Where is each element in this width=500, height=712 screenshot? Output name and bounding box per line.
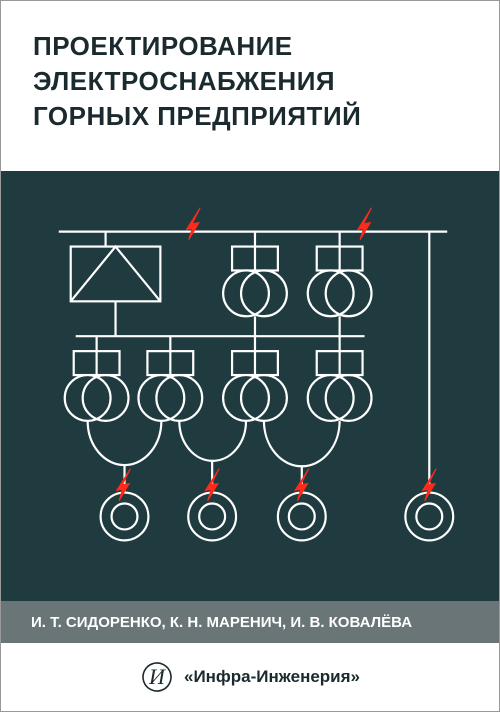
schematic-diagram (1, 171, 499, 601)
publisher-logo-icon: И (140, 660, 174, 694)
title-line-1: ПРОЕКТИРОВАНИЕ (33, 29, 469, 64)
title-line-2: ЭЛЕКТРОСНАБЖЕНИЯ (33, 64, 469, 99)
authors-text: И. Т. СИДОРЕНКО, К. Н. МАРЕНИЧ, И. В. КО… (31, 614, 412, 631)
publisher-name: «Инфра-Инженерия» (184, 667, 360, 687)
authors-band: И. Т. СИДОРЕНКО, К. Н. МАРЕНИЧ, И. В. КО… (1, 601, 499, 643)
book-title: ПРОЕКТИРОВАНИЕ ЭЛЕКТРОСНАБЖЕНИЯ ГОРНЫХ П… (33, 29, 469, 134)
diagram-region (1, 171, 499, 601)
svg-text:И: И (148, 664, 166, 689)
publisher-region: И «Инфра-Инженерия» (1, 643, 499, 711)
title-region: ПРОЕКТИРОВАНИЕ ЭЛЕКТРОСНАБЖЕНИЯ ГОРНЫХ П… (1, 1, 499, 171)
book-cover: ПРОЕКТИРОВАНИЕ ЭЛЕКТРОСНАБЖЕНИЯ ГОРНЫХ П… (0, 0, 500, 712)
title-line-3: ГОРНЫХ ПРЕДПРИЯТИЙ (33, 99, 469, 134)
